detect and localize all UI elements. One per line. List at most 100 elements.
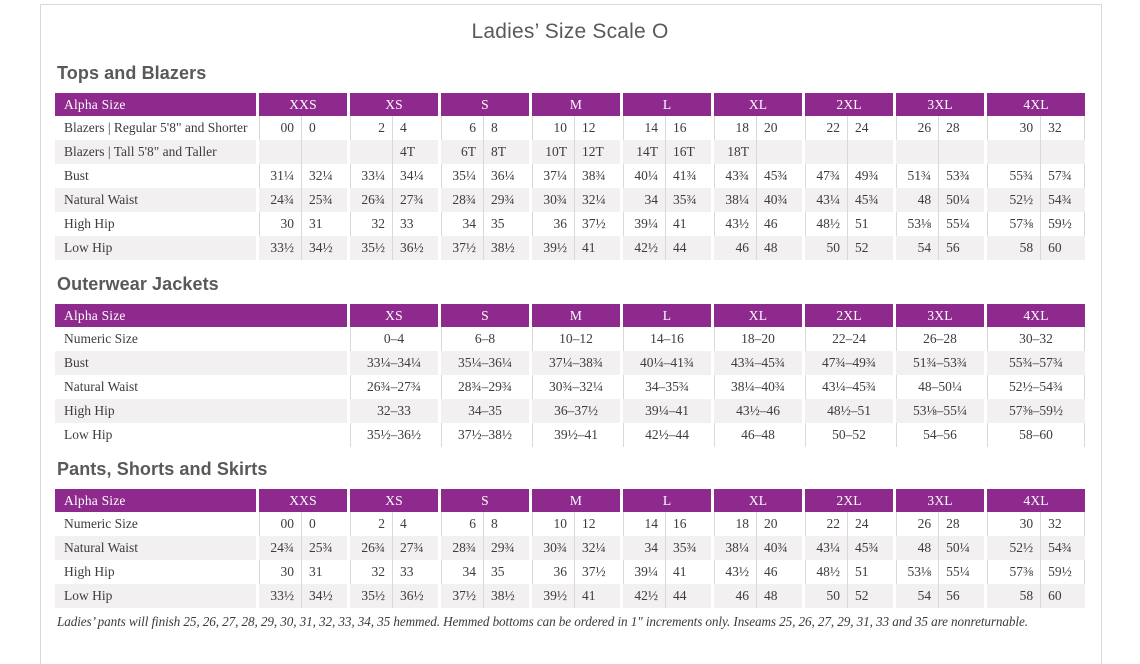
row-label: Low Hip	[55, 584, 256, 608]
size-cell: 30¾–32¼	[529, 375, 620, 399]
row-label: Natural Waist	[55, 536, 256, 560]
size-cell: 24	[847, 116, 894, 140]
size-cell: 49¾	[847, 164, 894, 188]
table-row: Numeric Size 00 0 2 4 6 8 10 12 14 16 18 20 22 24 26 28 3…	[55, 512, 1086, 536]
size-cell: 4	[392, 512, 439, 536]
size-cell: 30¾	[529, 188, 575, 212]
size-cell: 47¾–49¾	[802, 351, 893, 375]
size-cell: 31	[301, 212, 348, 236]
size-cell: 36½	[392, 584, 439, 608]
page-title: Ladies’ Size Scale O	[471, 20, 669, 43]
size-cell: 40¼	[620, 164, 666, 188]
size-cell: 12T	[574, 140, 621, 164]
size-cell: 55¾	[984, 164, 1041, 188]
size-cell: 12	[574, 116, 621, 140]
size-column-header-xl: XL	[711, 93, 803, 116]
size-column-header-xs: XS	[347, 489, 439, 512]
size-cell: 45¾	[756, 164, 803, 188]
size-cell: 37½	[438, 236, 484, 260]
size-cell: 0–4	[347, 327, 438, 351]
size-cell: 43¼	[802, 536, 848, 560]
size-cell: 59½	[1040, 212, 1086, 236]
size-cell: 33½	[256, 584, 301, 608]
size-cell: 37½	[574, 560, 621, 584]
size-cell: 41	[574, 584, 621, 608]
size-cell: 47¾	[802, 164, 848, 188]
size-cell: 53⅛	[893, 212, 939, 236]
size-cell: 41¾	[665, 164, 712, 188]
size-cell: 51	[847, 212, 894, 236]
size-cell: 28	[938, 512, 985, 536]
size-cell: 6	[438, 512, 484, 536]
size-cell: 22	[802, 116, 848, 140]
size-column-header-4xl: 4XL	[984, 304, 1085, 327]
size-cell: 34	[438, 212, 484, 236]
size-cell: 35¾	[665, 536, 712, 560]
size-cell: 43½	[711, 560, 757, 584]
size-column-header-2xl: 2XL	[802, 93, 894, 116]
size-cell: 55¼	[938, 212, 985, 236]
size-cell: 18	[711, 512, 757, 536]
size-cell: 33	[392, 560, 439, 584]
size-cell: 43½–46	[711, 399, 802, 423]
size-cell: 37½	[438, 584, 484, 608]
size-cell: 34	[620, 536, 666, 560]
label-column-header: Alpha Size	[55, 93, 256, 116]
size-cell: 4T	[392, 140, 439, 164]
size-cell: 12	[574, 512, 621, 536]
size-column-header-3xl: 3XL	[893, 304, 984, 327]
size-cell: 43½	[711, 212, 757, 236]
size-cell: 22	[802, 512, 848, 536]
size-cell: 44	[665, 584, 712, 608]
size-column-header-xs: XS	[347, 304, 438, 327]
size-cell: 57¾	[1040, 164, 1086, 188]
label-column-header: Alpha Size	[55, 489, 256, 512]
table-row: Bust 33¼–34¼ 35¼–36¼ 37¼–38¾ 40¼–41¾ 43¾–45¾ 4…	[55, 351, 1085, 375]
size-column-header-xs: XS	[347, 93, 439, 116]
size-cell: 41	[665, 212, 712, 236]
size-cell: 33¼	[347, 164, 393, 188]
size-cell: 41	[665, 560, 712, 584]
size-cell: 26¾–27¾	[347, 375, 438, 399]
size-cell: 32	[1040, 512, 1086, 536]
section-heading: Tops and Blazers	[57, 63, 207, 83]
size-column-header-2xl: 2XL	[802, 489, 894, 512]
size-cell	[893, 140, 939, 164]
size-cell: 30–32	[984, 327, 1085, 351]
size-column-header-4xl: 4XL	[984, 93, 1086, 116]
size-column-header-s: S	[438, 489, 530, 512]
size-cell: 58	[984, 236, 1041, 260]
size-cell: 46	[711, 584, 757, 608]
size-cell: 36–37½	[529, 399, 620, 423]
size-cell: 34¼	[392, 164, 439, 188]
outerwear-jackets-table: Alpha Size XS S M L XL 2XL 3XL 4XL Numeric Size 0–…	[55, 304, 1085, 447]
size-cell	[802, 140, 848, 164]
size-cell	[984, 140, 1041, 164]
size-cell	[847, 140, 894, 164]
size-cell: 35½	[347, 584, 393, 608]
size-cell: 24¾	[256, 188, 301, 212]
size-column-header-s: S	[438, 93, 530, 116]
size-cell: 36	[529, 560, 575, 584]
size-cell: 38¼–40¾	[711, 375, 802, 399]
size-cell: 29¾	[483, 536, 530, 560]
size-cell: 33½	[256, 236, 301, 260]
size-cell: 39¼	[620, 560, 666, 584]
size-cell: 2	[347, 116, 393, 140]
size-cell: 29¾	[483, 188, 530, 212]
section-pants-shorts-skirts: Pants, Shorts and Skirts Alpha Size XXS XS…	[55, 457, 1086, 608]
row-label: High Hip	[55, 560, 256, 584]
size-cell: 34½	[301, 584, 348, 608]
row-label: Bust	[55, 351, 347, 375]
size-column-header-m: M	[529, 489, 621, 512]
size-cell: 36¼	[483, 164, 530, 188]
size-cell: 35¾	[665, 188, 712, 212]
size-cell: 39½	[529, 236, 575, 260]
size-cell: 20	[756, 512, 803, 536]
size-column-header-l: L	[620, 93, 712, 116]
size-cell: 34	[620, 188, 666, 212]
size-cell: 50¼	[938, 536, 985, 560]
row-label: High Hip	[55, 399, 347, 423]
size-cell: 57⅜–59½	[984, 399, 1085, 423]
size-cell: 24	[847, 512, 894, 536]
